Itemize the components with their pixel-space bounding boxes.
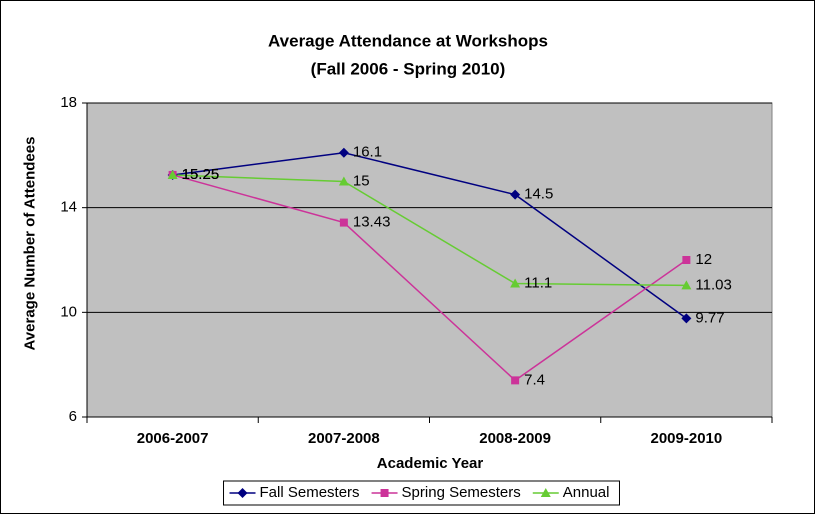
data-label: 16.1 <box>353 144 382 161</box>
plot-area <box>86 102 773 418</box>
marker <box>338 176 349 186</box>
marker <box>510 278 521 288</box>
data-label: 11.1 <box>524 275 552 292</box>
marker <box>237 488 248 498</box>
x-tick-label: 2006-2007 <box>137 430 209 447</box>
legend-item: Spring Semesters <box>371 484 521 501</box>
chart-title: Average Attendance at Workshops <box>268 31 548 50</box>
data-label: 15.25 <box>182 166 220 183</box>
data-label: 9.77 <box>695 309 724 326</box>
data-label: 15.25 <box>182 166 220 183</box>
data-label: 14.5 <box>524 186 553 203</box>
data-label: 12 <box>695 251 712 268</box>
x-tick-label: 2007-2008 <box>308 430 380 447</box>
legend-label: Fall Semesters <box>260 484 360 501</box>
legend-label: Annual <box>563 484 610 501</box>
y-axis-label: Average Number of Attendees <box>21 136 39 351</box>
marker <box>540 488 551 497</box>
legend-item: Fall Semesters <box>229 484 360 501</box>
marker <box>380 489 389 497</box>
x-tick-label: 2009-2010 <box>651 430 723 447</box>
legend-label: Spring Semesters <box>402 484 521 501</box>
series-line <box>172 151 687 319</box>
marker <box>167 169 178 179</box>
data-label: 15.25 <box>182 166 220 183</box>
data-label: 13.43 <box>353 214 391 231</box>
series-line <box>172 174 687 382</box>
chart-subtitle: (Fall 2006 - Spring 2010) <box>311 59 506 78</box>
legend-item: Annual <box>532 484 610 501</box>
y-tick-label: 10 <box>60 303 77 320</box>
marker <box>681 280 692 290</box>
marker <box>338 147 349 158</box>
data-label: 11.03 <box>695 276 731 293</box>
legend: Fall Semesters Spring Semesters Annual <box>223 480 620 506</box>
y-tick-label: 6 <box>69 408 77 425</box>
y-tick-label: 14 <box>60 199 77 216</box>
x-tick-label: 2008-2009 <box>479 430 551 447</box>
marker <box>681 313 692 324</box>
marker <box>339 218 348 227</box>
data-label: 7.4 <box>524 371 545 388</box>
marker <box>510 189 521 200</box>
marker <box>682 256 691 264</box>
x-axis-label: Academic Year <box>377 455 484 472</box>
y-tick-label: 18 <box>60 94 77 111</box>
data-label: 15 <box>353 172 370 189</box>
marker <box>511 376 520 385</box>
series-line <box>172 174 687 287</box>
